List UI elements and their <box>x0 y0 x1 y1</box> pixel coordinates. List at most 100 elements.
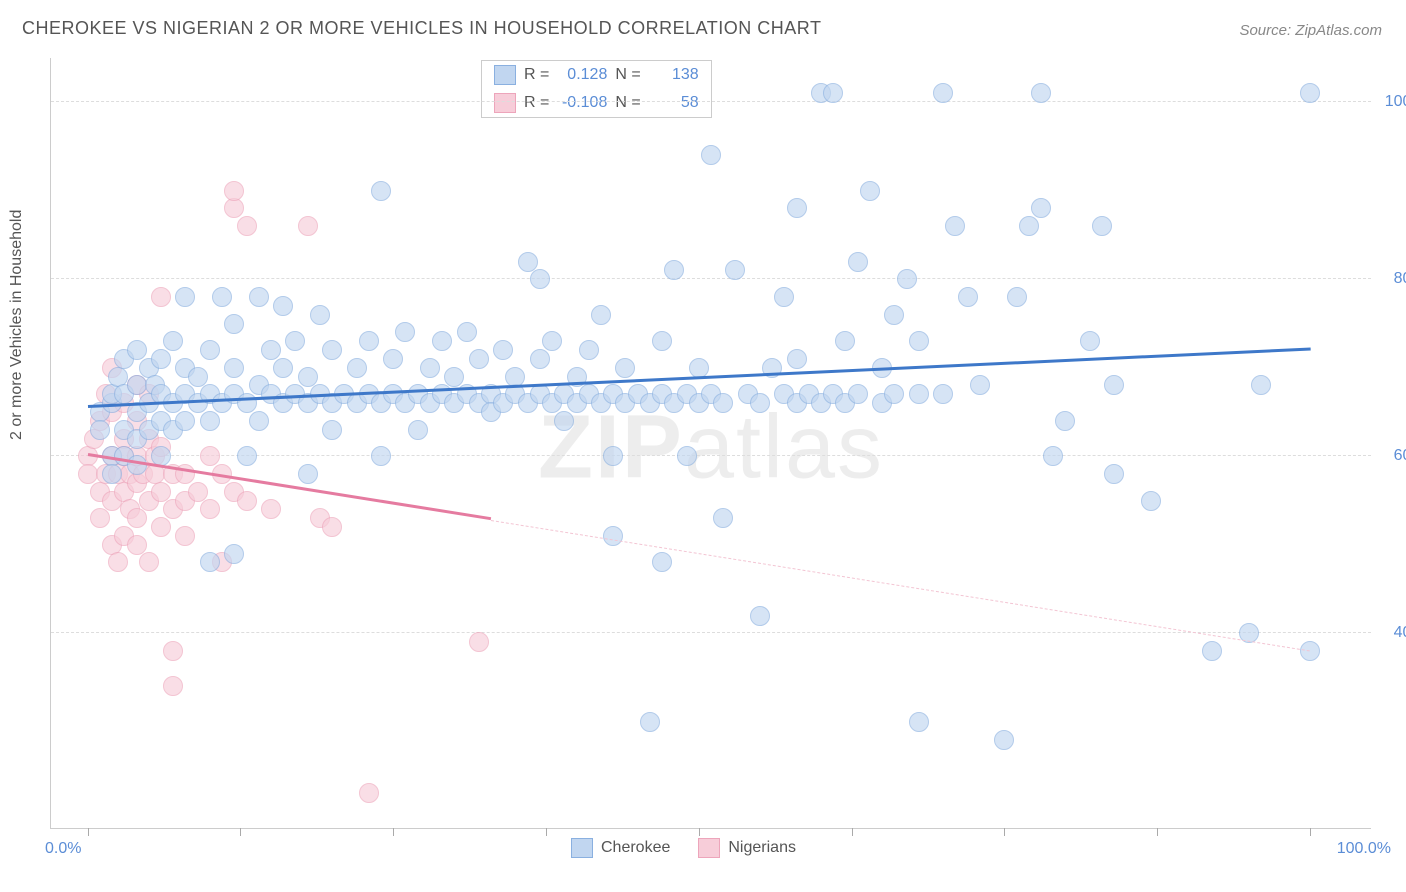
scatter-point <box>1141 491 1161 511</box>
scatter-point <box>615 358 635 378</box>
legend-swatch-cherokee <box>494 65 516 85</box>
scatter-point <box>127 455 147 475</box>
legend-series: Cherokee Nigerians <box>571 838 796 858</box>
legend-swatch-nigerians <box>494 93 516 113</box>
legend-swatch-nigerians <box>698 838 720 858</box>
scatter-point <box>188 367 208 387</box>
n-value: 58 <box>649 94 699 112</box>
legend-item-cherokee: Cherokee <box>571 838 670 858</box>
scatter-point <box>994 730 1014 750</box>
scatter-point <box>884 384 904 404</box>
scatter-point <box>371 181 391 201</box>
scatter-point <box>909 384 929 404</box>
r-value: 0.128 <box>557 66 607 84</box>
scatter-point <box>432 331 452 351</box>
r-label: R = <box>524 66 549 84</box>
scatter-point <box>457 322 477 342</box>
scatter-point <box>298 464 318 484</box>
scatter-point <box>261 499 281 519</box>
scatter-point <box>603 446 623 466</box>
scatter-point <box>298 216 318 236</box>
legend-label: Nigerians <box>728 839 796 857</box>
scatter-point <box>1080 331 1100 351</box>
trendline <box>491 520 1310 651</box>
n-value: 138 <box>649 66 699 84</box>
scatter-point <box>518 252 538 272</box>
scatter-point <box>371 446 391 466</box>
gridline <box>51 101 1371 102</box>
scatter-point <box>175 287 195 307</box>
scatter-point <box>139 552 159 572</box>
scatter-point <box>591 305 611 325</box>
scatter-point <box>1055 411 1075 431</box>
legend-label: Cherokee <box>601 839 670 857</box>
scatter-point <box>273 358 293 378</box>
scatter-point <box>530 349 550 369</box>
scatter-point <box>188 482 208 502</box>
scatter-point <box>90 508 110 528</box>
scatter-point <box>224 314 244 334</box>
source-label: Source: ZipAtlas.com <box>1239 22 1382 39</box>
scatter-point <box>108 552 128 572</box>
scatter-point <box>860 181 880 201</box>
scatter-point <box>261 340 281 360</box>
scatter-point <box>1019 216 1039 236</box>
scatter-point <box>1300 641 1320 661</box>
scatter-point <box>1251 375 1271 395</box>
scatter-point <box>310 305 330 325</box>
scatter-point <box>237 491 257 511</box>
scatter-point <box>175 526 195 546</box>
scatter-point <box>835 331 855 351</box>
legend-swatch-cherokee <box>571 838 593 858</box>
scatter-point <box>1104 375 1124 395</box>
scatter-point <box>848 252 868 272</box>
legend-item-nigerians: Nigerians <box>698 838 796 858</box>
scatter-point <box>774 287 794 307</box>
scatter-point <box>909 712 929 732</box>
scatter-point <box>1104 464 1124 484</box>
scatter-point <box>579 340 599 360</box>
scatter-point <box>603 526 623 546</box>
y-tick-label: 40.0% <box>1394 624 1406 642</box>
scatter-point <box>469 632 489 652</box>
watermark-rest: atlas <box>684 398 884 498</box>
scatter-point <box>970 375 990 395</box>
scatter-point <box>1043 446 1063 466</box>
scatter-point <box>725 260 745 280</box>
legend-stats: R = 0.128 N = 138 R = -0.108 N = 58 <box>481 60 712 118</box>
y-tick-label: 60.0% <box>1394 447 1406 465</box>
scatter-point <box>359 331 379 351</box>
scatter-point <box>249 287 269 307</box>
scatter-point <box>408 420 428 440</box>
scatter-point <box>151 482 171 502</box>
scatter-point <box>237 446 257 466</box>
x-tick <box>852 828 853 836</box>
scatter-point <box>127 535 147 555</box>
x-tick <box>1004 828 1005 836</box>
scatter-point <box>224 198 244 218</box>
scatter-point <box>298 367 318 387</box>
scatter-point <box>530 269 550 289</box>
x-tick <box>1310 828 1311 836</box>
scatter-point <box>897 269 917 289</box>
scatter-point <box>322 517 342 537</box>
scatter-point <box>151 517 171 537</box>
scatter-point <box>701 145 721 165</box>
scatter-point <box>1031 83 1051 103</box>
scatter-point <box>945 216 965 236</box>
y-tick-label: 100.0% <box>1385 93 1406 111</box>
scatter-point <box>787 349 807 369</box>
scatter-point <box>958 287 978 307</box>
scatter-point <box>713 393 733 413</box>
y-tick-label: 80.0% <box>1394 270 1406 288</box>
scatter-point <box>127 340 147 360</box>
scatter-point <box>322 340 342 360</box>
scatter-point <box>127 508 147 528</box>
scatter-point <box>127 375 147 395</box>
scatter-point <box>200 411 220 431</box>
n-label: N = <box>615 66 640 84</box>
scatter-point <box>640 712 660 732</box>
scatter-point <box>322 420 342 440</box>
legend-stats-row: R = 0.128 N = 138 <box>482 61 711 89</box>
scatter-point <box>689 358 709 378</box>
